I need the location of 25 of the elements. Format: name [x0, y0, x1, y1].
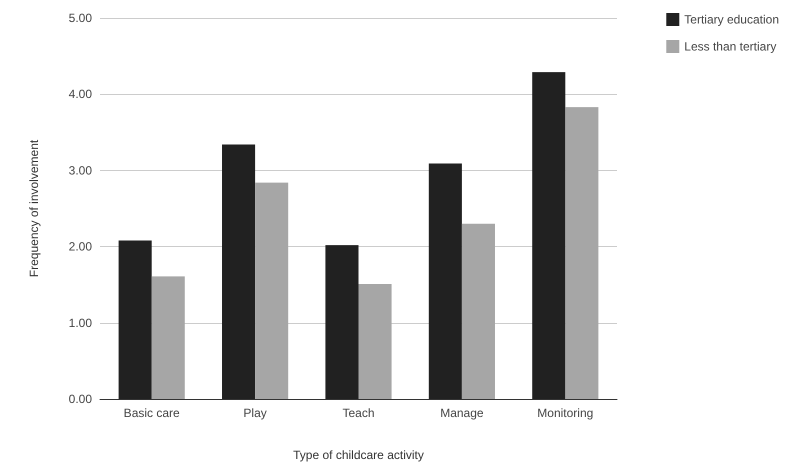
- y-axis-title: Frequency of involvement: [27, 139, 41, 278]
- bar: [565, 107, 598, 399]
- y-tick-label: 0.00: [68, 392, 92, 406]
- legend-label: Less than tertiary: [684, 40, 776, 54]
- x-tick-label: Teach: [342, 406, 375, 420]
- x-tick-label: Basic care: [124, 406, 180, 420]
- bar: [325, 245, 358, 399]
- y-tick-label: 5.00: [68, 11, 92, 25]
- x-tick-label: Monitoring: [537, 406, 594, 420]
- legend-label: Tertiary education: [684, 12, 779, 26]
- y-tick-label: 1.00: [68, 316, 92, 330]
- bar: [118, 240, 152, 399]
- bar: [358, 284, 392, 399]
- y-tick-label: 3.00: [68, 163, 92, 178]
- x-tick-label: Play: [243, 406, 267, 420]
- y-tick-label: 4.00: [68, 87, 92, 102]
- x-axis-title: Type of childcare activity: [293, 448, 424, 462]
- bar: [462, 224, 495, 399]
- y-tick-label: 2.00: [68, 240, 92, 254]
- bar: [152, 276, 185, 399]
- bar: [428, 164, 462, 399]
- bar: [532, 72, 566, 399]
- bar: [222, 144, 256, 399]
- bar: [255, 182, 288, 399]
- x-tick-label: Manage: [440, 406, 484, 420]
